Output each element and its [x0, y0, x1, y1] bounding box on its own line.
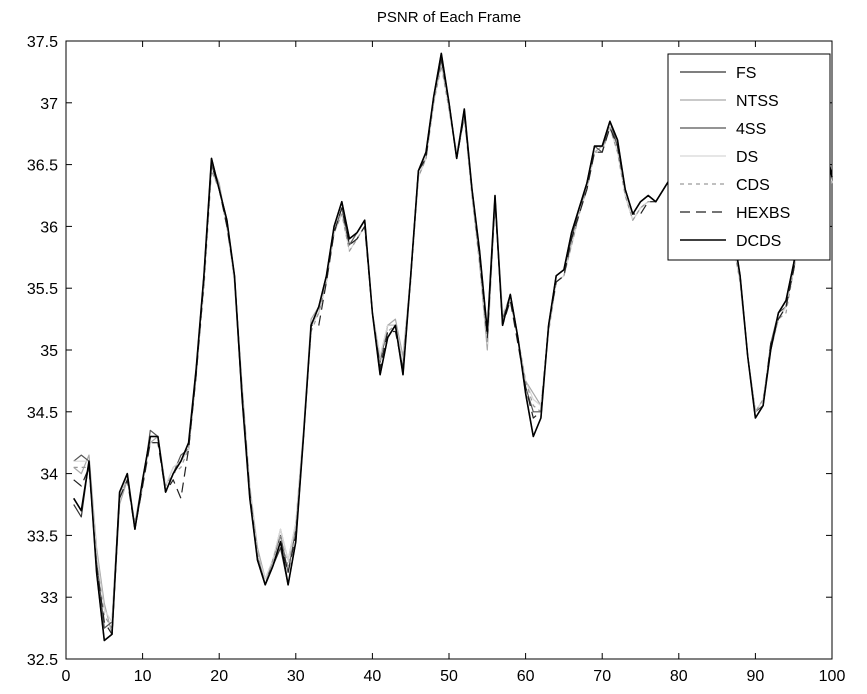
legend-label: NTSS [736, 93, 779, 110]
y-tick-label: 36 [40, 219, 58, 236]
x-tick-label: 20 [210, 668, 228, 685]
legend-label: DS [736, 149, 758, 166]
x-tick-label: 90 [747, 668, 765, 685]
x-tick-label: 80 [670, 668, 688, 685]
y-tick-label: 34.5 [27, 405, 58, 422]
legend-label: 4SS [736, 121, 766, 138]
legend: FS NTSS 4SS DS CDS HEXBS DCDS [667, 53, 831, 261]
legend-label: DCDS [736, 233, 781, 250]
x-axis: 0 10 20 30 40 50 60 70 80 90 100 [62, 41, 846, 685]
y-tick-label: 35.5 [27, 281, 58, 298]
x-tick-label: 60 [517, 668, 535, 685]
x-tick-label: 40 [364, 668, 382, 685]
y-tick-label: 32.5 [27, 652, 58, 669]
y-tick-label: 37.5 [27, 34, 58, 51]
y-tick-label: 33.5 [27, 528, 58, 545]
legend-label: CDS [736, 177, 770, 194]
x-tick-label: 100 [819, 668, 846, 685]
x-tick-label: 30 [287, 668, 305, 685]
legend-box [667, 53, 831, 261]
x-tick-label: 50 [440, 668, 458, 685]
y-tick-label: 37 [40, 96, 58, 113]
y-axis: 32.5 33 33.5 34 34.5 35 35.5 36 36.5 37 37.5 [27, 34, 832, 669]
legend-label: FS [736, 65, 756, 82]
x-tick-label: 70 [593, 668, 611, 685]
x-tick-label: 10 [134, 668, 152, 685]
y-tick-label: 34 [40, 467, 58, 484]
y-tick-label: 33 [40, 590, 58, 607]
y-tick-label: 36.5 [27, 158, 58, 175]
chart-title: PSNR of Each Frame [377, 9, 521, 26]
x-tick-label: 0 [62, 668, 71, 685]
y-tick-label: 35 [40, 343, 58, 360]
legend-label: HEXBS [736, 205, 790, 222]
